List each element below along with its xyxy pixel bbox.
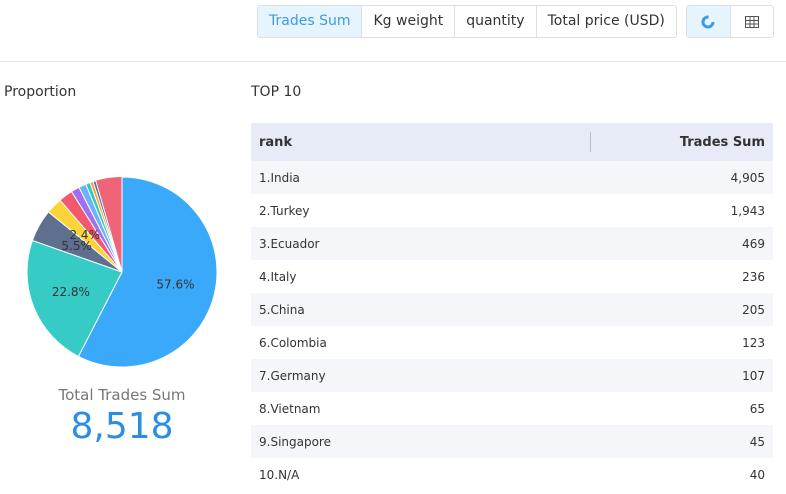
- table-row: 7.Germany 107: [251, 359, 773, 392]
- row-value: 205: [742, 302, 765, 317]
- metric-tab[interactable]: quantity: [454, 6, 535, 37]
- pie-slice: [92, 180, 123, 273]
- pie-view-button[interactable]: [687, 6, 731, 37]
- table-row: 1.India 4,905: [251, 161, 773, 194]
- row-value: 65: [749, 401, 765, 416]
- pie-label: 22.8%: [52, 285, 90, 299]
- row-label: 7.Germany: [259, 368, 326, 383]
- top-table: rank Trades Sum 1.India 4,905 2.Turkey 1,943 3…: [251, 123, 773, 491]
- table-row: 5.China 205: [251, 293, 773, 326]
- row-value: 40: [749, 467, 765, 482]
- table-row: 6.Colombia 123: [251, 326, 773, 359]
- row-value: 469: [742, 236, 765, 251]
- divider: [0, 61, 786, 62]
- table-view-button[interactable]: [731, 6, 774, 37]
- metric-tabs: Trades Sum Kg weight quantity Total price (…: [257, 5, 677, 38]
- pie-slice: [77, 176, 218, 368]
- row-label: 5.China: [259, 302, 305, 317]
- row-label: 9.Singapore: [259, 434, 331, 449]
- table-icon: [744, 15, 759, 28]
- metric-tab[interactable]: Total price (USD): [535, 6, 676, 37]
- row-value: 107: [742, 368, 765, 383]
- top-title: TOP 10: [251, 84, 302, 100]
- table-row: 4.Italy 236: [251, 260, 773, 293]
- total-value: 8,518: [70, 406, 174, 447]
- row-label: 6.Colombia: [259, 335, 327, 350]
- table-row: 8.Vietnam 65: [251, 392, 773, 425]
- table-row: 3.Ecuador 469: [251, 227, 773, 260]
- table-header: rank Trades Sum: [251, 123, 773, 161]
- proportion-title: Proportion: [4, 84, 77, 100]
- row-label: 1.India: [259, 170, 300, 185]
- row-value: 236: [742, 269, 765, 284]
- header-cell: Trades Sum: [679, 134, 765, 150]
- row-value: 123: [742, 335, 765, 350]
- row-value: 45: [749, 434, 765, 449]
- row-value: 4,905: [730, 170, 765, 185]
- metric-tab[interactable]: Trades Sum: [258, 6, 362, 37]
- view-toggle: [686, 5, 774, 38]
- pie-label: 5.5%: [61, 239, 92, 253]
- row-label: 2.Turkey: [259, 203, 310, 218]
- row-label: 10.N/A: [259, 467, 300, 482]
- table-row: 10.N/A 40: [251, 458, 773, 491]
- table-row: 9.Singapore 45: [251, 425, 773, 458]
- pie-slice: [26, 239, 123, 358]
- row-label: 4.Italy: [259, 269, 297, 284]
- pie-label: 57.6%: [156, 277, 194, 291]
- row-label: 8.Vietnam: [259, 401, 321, 416]
- pie-chart: 57.6% 22.8% 5.5%2.4%: [26, 176, 218, 368]
- row-label: 3.Ecuador: [259, 236, 320, 251]
- metric-tab[interactable]: Kg weight: [361, 6, 454, 37]
- table-row: 2.Turkey 1,943: [251, 194, 773, 227]
- pie-icon: [701, 15, 715, 28]
- row-value: 1,943: [730, 203, 765, 218]
- header-cell: rank: [259, 134, 293, 150]
- total-label: Total Trades Sum: [58, 386, 186, 404]
- pie-label: 2.4%: [69, 228, 100, 242]
